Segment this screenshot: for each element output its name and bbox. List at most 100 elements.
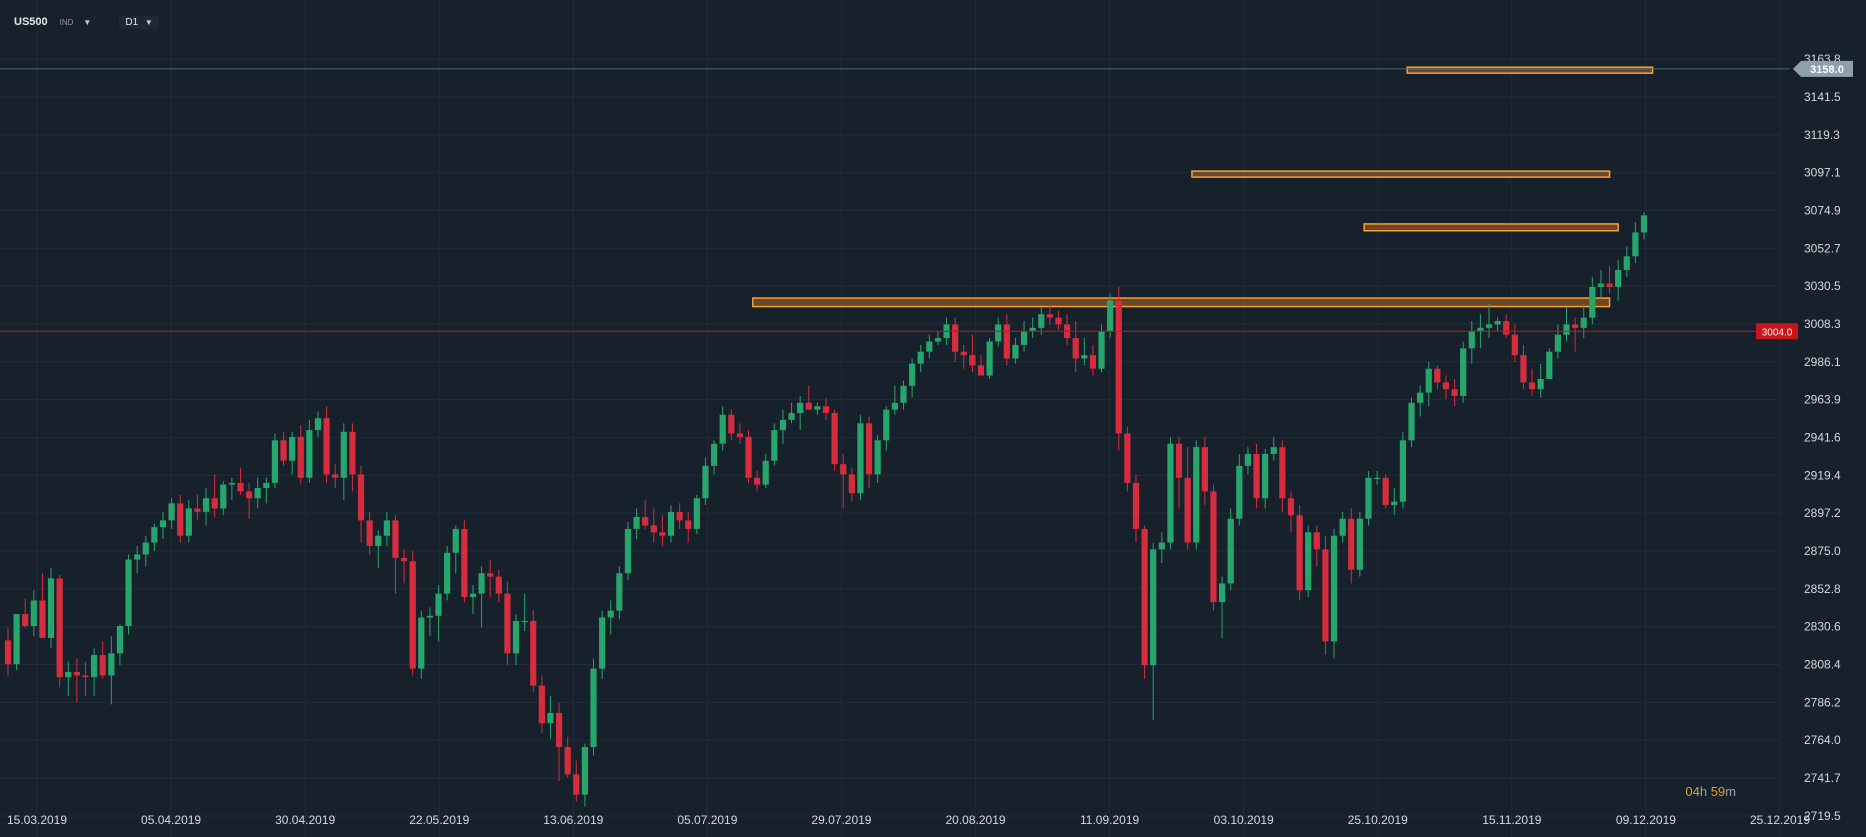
candle-body (22, 614, 29, 627)
chevron-down-icon[interactable]: ▼ (83, 17, 92, 27)
chart-toolbar: US500 IND ▼ D1 ▼ (14, 14, 159, 30)
candle-body (1158, 542, 1165, 550)
candle (1046, 304, 1053, 325)
candle (1132, 474, 1140, 543)
timeframe-label: D1 (125, 16, 139, 28)
candle (177, 494, 184, 543)
candle-body (642, 516, 649, 526)
candle (599, 610, 606, 679)
candle-body (228, 482, 235, 485)
candle (99, 641, 106, 679)
candle (1330, 528, 1338, 659)
price-tick-label: 2830.6 (1804, 620, 1841, 634)
candle (805, 385, 812, 410)
candle (1262, 448, 1269, 509)
candle-body (1425, 368, 1432, 393)
price-tick-label: 2963.9 (1804, 393, 1841, 407)
candle-body (1270, 447, 1277, 454)
candle-body (1572, 324, 1579, 328)
date-tick-label: 29.07.2019 (811, 813, 871, 827)
price-tick-label: 3074.9 (1804, 203, 1841, 217)
candle (1425, 361, 1432, 407)
candle-body (487, 573, 494, 577)
candle-body (1029, 327, 1036, 332)
timeframe-selector[interactable]: D1 ▼ (119, 15, 159, 29)
price-axis[interactable]: 3163.83141.53119.33097.13074.93052.73030… (1804, 52, 1841, 823)
candle (469, 585, 477, 615)
candle (607, 600, 614, 635)
symbol-label[interactable]: US500 (14, 16, 48, 28)
candle (642, 499, 649, 529)
candle-body (1322, 549, 1329, 642)
candle (1580, 304, 1587, 339)
candle (1055, 310, 1062, 330)
candle-body (375, 535, 382, 546)
candle (891, 385, 898, 415)
candle (857, 414, 864, 500)
candle (65, 661, 72, 696)
candle (332, 464, 339, 489)
candle-body (1399, 440, 1407, 502)
candle (237, 467, 244, 495)
candle-body (306, 430, 313, 478)
candle (1175, 436, 1183, 509)
candle (1606, 266, 1613, 294)
candle-body (1460, 348, 1467, 397)
candle-body (771, 430, 778, 461)
candle (263, 477, 270, 504)
time-axis[interactable]: 15.03.2019 05.04.2019 30.04.2019 22.05.2019… (7, 813, 1810, 827)
candles (4, 212, 1648, 807)
candle-body (960, 351, 967, 356)
candle-body (1339, 518, 1346, 536)
candle (1572, 317, 1579, 352)
candle-body (891, 402, 898, 410)
candle-body (91, 654, 98, 678)
candle-body (1313, 532, 1320, 550)
resistance-zones (752, 66, 1654, 308)
candle (1589, 276, 1596, 325)
candle-body (1296, 515, 1303, 591)
candle-body (323, 418, 330, 475)
candle-body (478, 573, 485, 594)
candle (185, 499, 192, 543)
candle (1218, 576, 1226, 638)
candle-body (1072, 338, 1079, 359)
candle-body (1003, 324, 1010, 359)
candle (1494, 317, 1501, 332)
candle-body (400, 557, 408, 562)
chart-grid (0, 0, 1781, 837)
candle (228, 477, 235, 500)
candle-body (1193, 447, 1200, 543)
candle (840, 453, 847, 509)
candle-body (779, 419, 787, 431)
date-tick-label: 30.04.2019 (275, 813, 335, 827)
candle (1408, 397, 1415, 448)
candle-body (693, 498, 700, 529)
candle (848, 467, 855, 502)
candle-body (1640, 215, 1648, 233)
candle (323, 406, 330, 483)
candle (375, 530, 382, 569)
candle-body (383, 520, 390, 536)
price-tick-label: 3141.5 (1804, 90, 1841, 104)
candle (530, 610, 537, 693)
candle-body (599, 617, 606, 669)
candle (409, 551, 416, 676)
price-tick-label: 2786.2 (1804, 695, 1841, 709)
candle (1253, 443, 1260, 509)
candle (56, 574, 63, 688)
candle (1623, 246, 1630, 277)
candle (797, 396, 804, 431)
candle-body (1218, 583, 1226, 603)
candle-body (39, 600, 46, 638)
candle (1244, 447, 1252, 475)
candle-body (1554, 334, 1561, 352)
countdown-minutes-unit: m (1725, 784, 1736, 799)
candle-body (573, 774, 580, 795)
resistance-zone (752, 297, 1611, 308)
price-tick-label: 3030.5 (1804, 279, 1841, 293)
candle-body (685, 520, 692, 529)
candle-body (254, 488, 261, 499)
date-tick-label: 05.04.2019 (141, 813, 201, 827)
